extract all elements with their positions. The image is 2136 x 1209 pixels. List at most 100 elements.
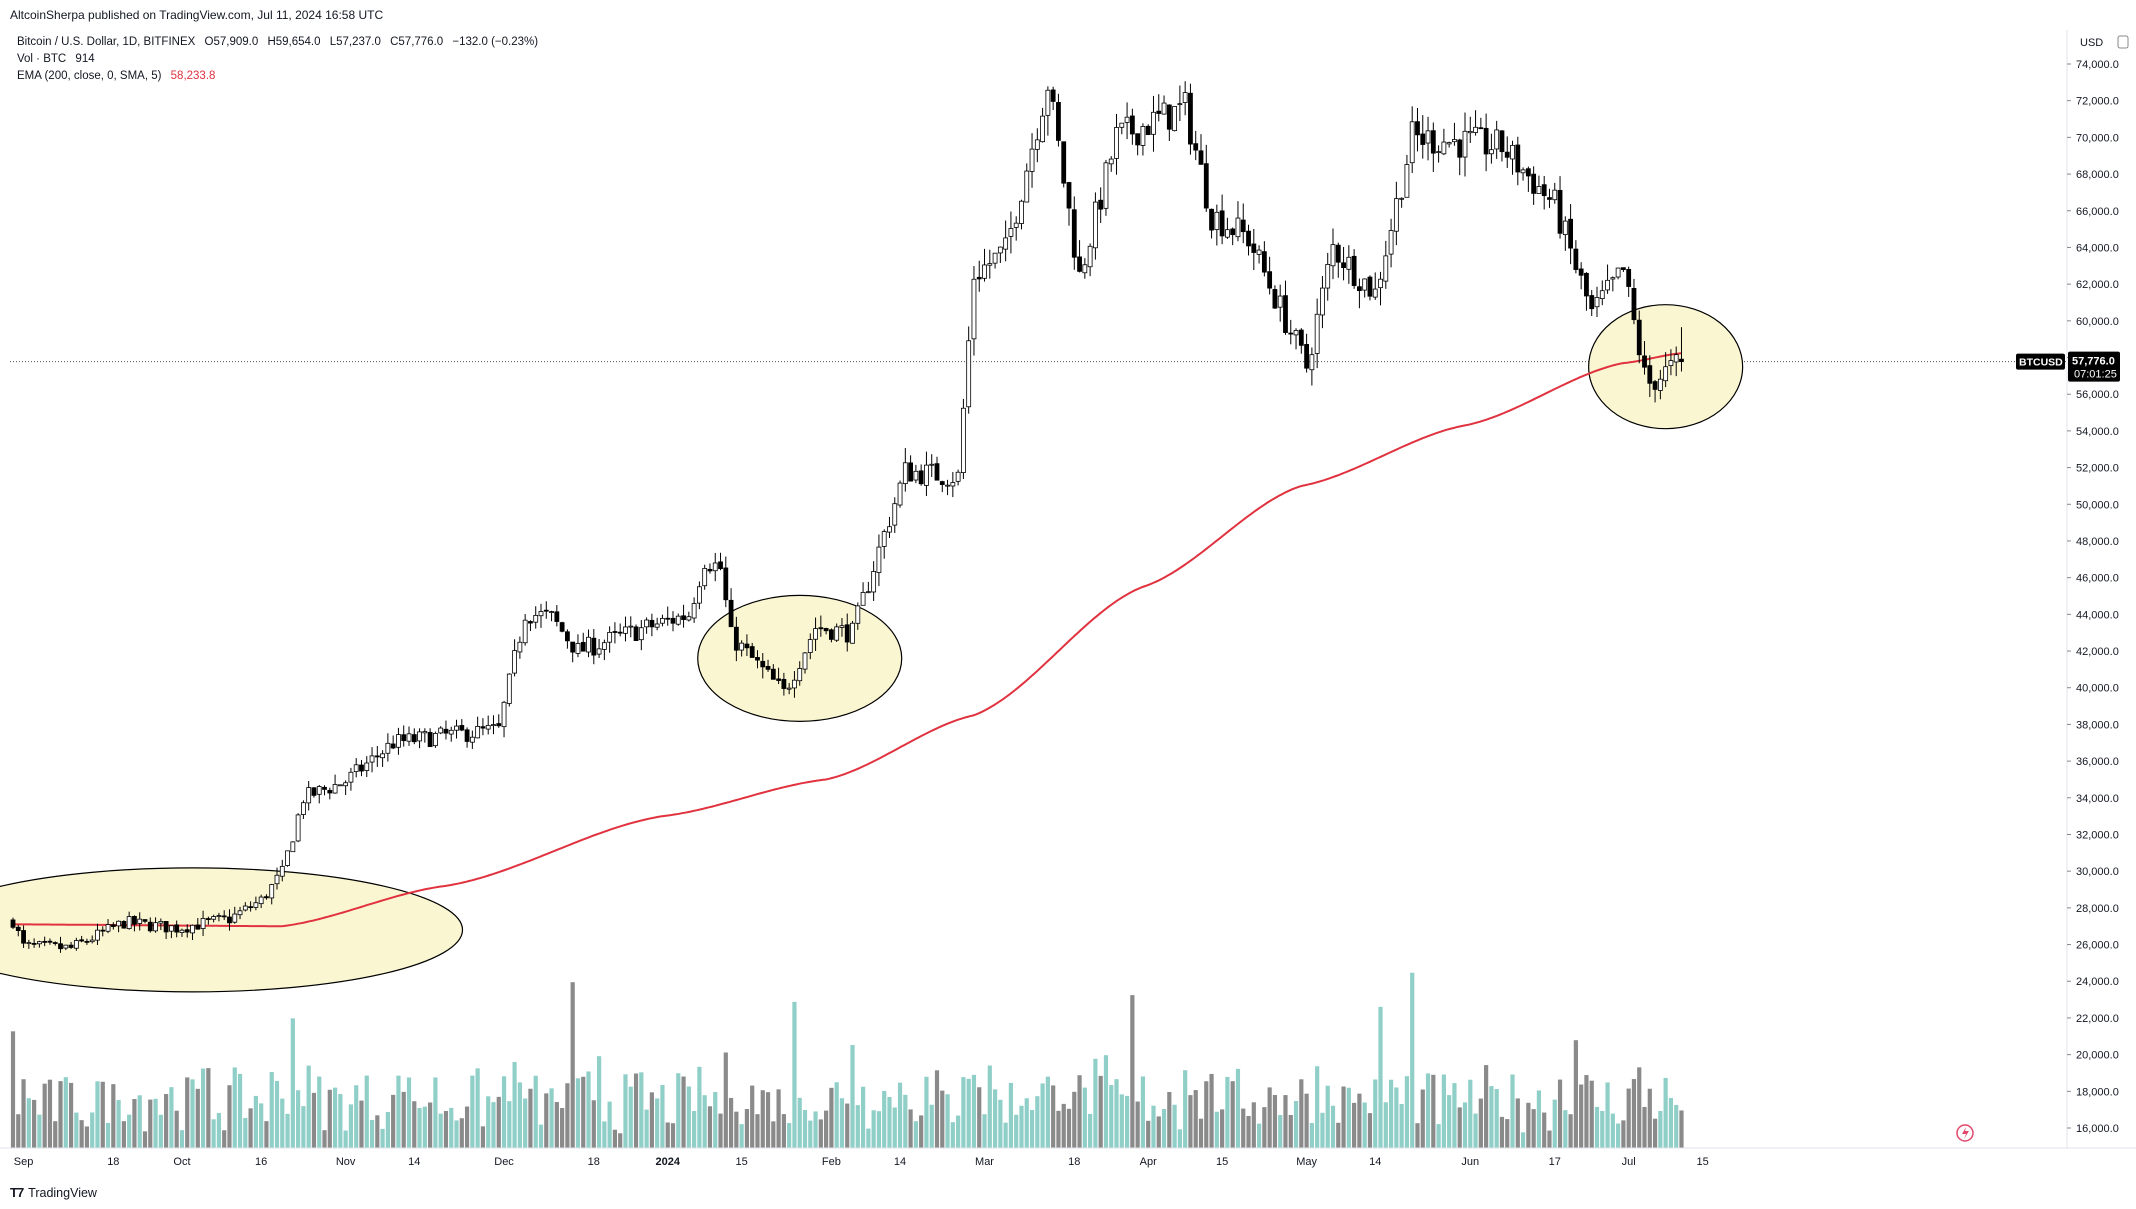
- candle: [1525, 166, 1531, 192]
- candle-body: [1161, 102, 1167, 115]
- price-tag[interactable]: BTCUSD 57,776.007:01:25: [2016, 351, 2120, 382]
- candle: [839, 617, 845, 637]
- volume-bar: [1278, 1114, 1283, 1148]
- candle-body: [728, 599, 734, 628]
- candle-body: [1372, 288, 1378, 298]
- current-price-label: 57,776.0: [2072, 356, 2115, 368]
- candle: [1657, 369, 1663, 400]
- candle-body: [950, 482, 956, 487]
- candle: [760, 653, 766, 679]
- volume-bar: [660, 1085, 665, 1148]
- candle-body: [295, 814, 301, 842]
- candle: [1267, 256, 1273, 295]
- candle-body: [739, 642, 745, 651]
- candle-body: [1177, 103, 1183, 106]
- candle-body: [1599, 290, 1605, 300]
- candle: [876, 534, 882, 587]
- candle-body: [396, 734, 401, 748]
- volume-bar: [1230, 1081, 1235, 1148]
- candle: [755, 650, 760, 669]
- candle-body: [142, 919, 148, 922]
- candle-body: [1172, 106, 1177, 132]
- lightning-icon[interactable]: [1956, 1124, 1974, 1142]
- candle: [1663, 352, 1669, 388]
- symbol-title[interactable]: Bitcoin / U.S. Dollar, 1D, BITFINEX: [17, 36, 196, 48]
- candle-body: [174, 924, 180, 933]
- volume-bar: [829, 1087, 834, 1148]
- candle-body: [137, 918, 143, 924]
- volume-bar: [274, 1080, 280, 1148]
- annotation-ellipse[interactable]: [697, 594, 903, 722]
- volume-bar: [1658, 1111, 1663, 1148]
- price-tick-label: 36,000.0: [2076, 756, 2119, 768]
- volume-bar: [16, 1114, 21, 1148]
- candle: [1446, 141, 1452, 148]
- volume-bar: [63, 1077, 68, 1148]
- volume-bar: [1404, 1076, 1410, 1148]
- candle: [1003, 220, 1009, 262]
- volume-bar: [802, 1109, 808, 1148]
- candle: [1383, 240, 1389, 289]
- volume-row[interactable]: Vol · BTC 914: [17, 51, 544, 68]
- volume-bar: [681, 1076, 686, 1148]
- candle-body: [1547, 197, 1552, 200]
- ohlc-high: H59,654.0: [267, 36, 321, 48]
- volume-bar: [1484, 1065, 1489, 1148]
- candle: [205, 916, 211, 925]
- candle-body: [26, 942, 32, 945]
- volume-bar: [792, 1001, 797, 1148]
- candle-body: [95, 929, 100, 941]
- candle-body: [1584, 272, 1589, 297]
- volume-bar: [591, 1100, 596, 1148]
- candle-body: [1430, 130, 1436, 154]
- candle: [73, 937, 79, 951]
- candle-body: [813, 628, 818, 640]
- candle: [1325, 252, 1331, 301]
- volume-bar: [37, 1114, 42, 1148]
- volume-bar: [1103, 1055, 1109, 1148]
- volume-bar: [74, 1112, 79, 1148]
- volume-bar: [713, 1092, 718, 1148]
- volume-bar: [486, 1096, 491, 1148]
- candle: [1309, 347, 1315, 386]
- candle: [68, 942, 74, 949]
- candle-body: [1388, 230, 1394, 255]
- volume-bar: [248, 1108, 253, 1148]
- candle: [184, 924, 190, 938]
- ema-row[interactable]: EMA (200, close, 0, SMA, 5) 58,233.8: [17, 68, 544, 85]
- candle: [84, 938, 90, 945]
- tradingview-logo[interactable]: T7 TradingView: [10, 1185, 97, 1200]
- candle: [1668, 349, 1674, 376]
- candle-body: [1272, 289, 1278, 309]
- volume-bar: [1008, 1082, 1014, 1148]
- time-tick-label: Jul: [1622, 1156, 1636, 1168]
- volume-bar: [68, 1082, 74, 1148]
- candle-body: [52, 942, 58, 944]
- symbol-row[interactable]: Bitcoin / U.S. Dollar, 1D, BITFINEX O57,…: [17, 34, 544, 51]
- candle-body: [1304, 344, 1309, 369]
- candle: [728, 588, 734, 628]
- candle: [976, 260, 982, 292]
- volume-bar: [1415, 1123, 1420, 1148]
- volume-bar: [1547, 1130, 1552, 1148]
- volume-bar: [111, 1084, 116, 1148]
- candle: [1188, 83, 1193, 155]
- candle: [1562, 216, 1568, 251]
- price-tick-label: 26,000.0: [2076, 940, 2119, 952]
- candle-body: [10, 919, 16, 928]
- price-tick-label: 54,000.0: [2076, 426, 2119, 438]
- volume-bar: [443, 1110, 449, 1148]
- candle-body: [411, 734, 417, 743]
- candle: [1351, 249, 1357, 289]
- price-tick-label: 72,000.0: [2076, 96, 2119, 108]
- candle-body: [897, 482, 903, 506]
- axis-settings-icon[interactable]: [2117, 35, 2129, 49]
- candle: [179, 928, 185, 937]
- annotation-ellipse[interactable]: [0, 867, 464, 993]
- volume-bar: [1515, 1098, 1520, 1148]
- volume-bar: [824, 1110, 829, 1148]
- volume-bar: [1051, 1085, 1056, 1148]
- candle: [1172, 106, 1177, 132]
- volume-bar: [887, 1096, 892, 1148]
